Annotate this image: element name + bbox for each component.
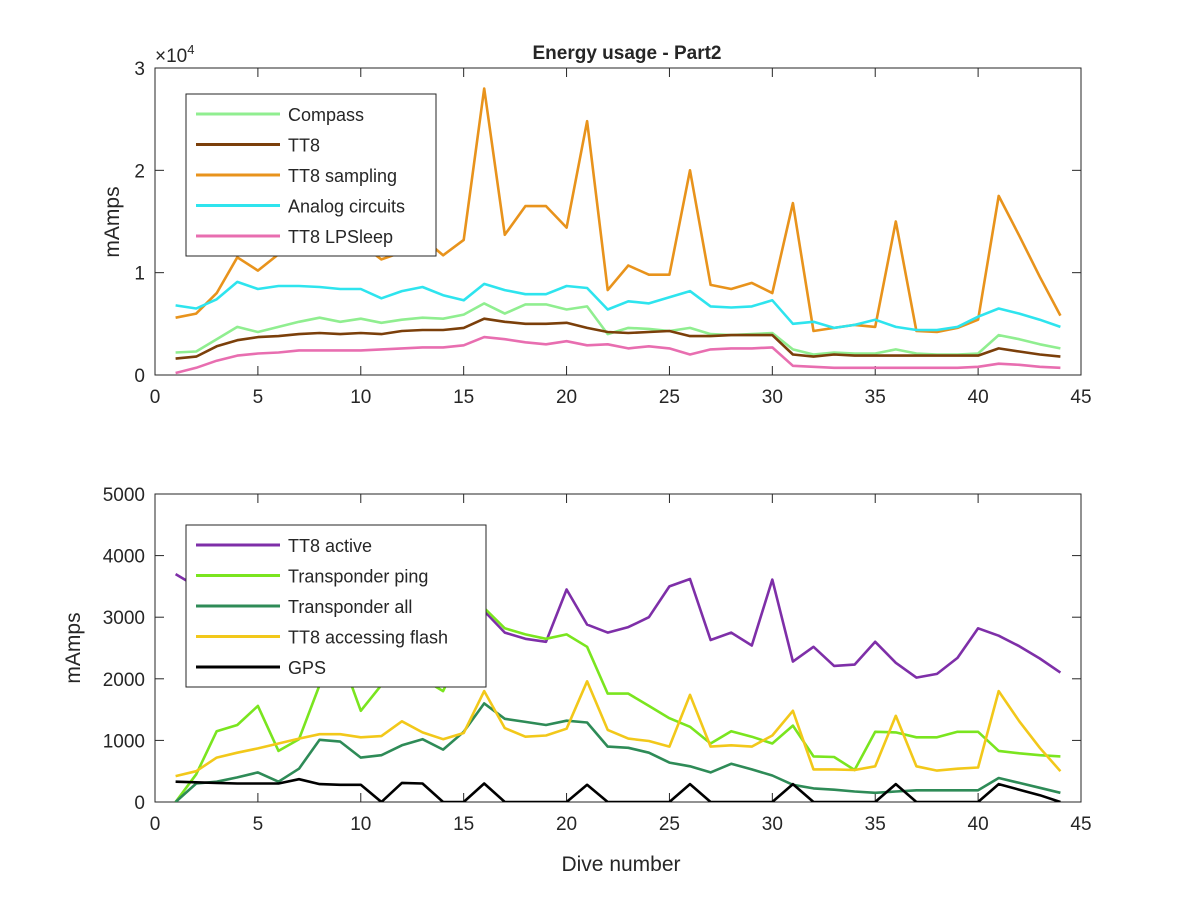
x-tick-label-top: 15	[453, 387, 474, 408]
figure-title: Energy usage - Part2	[532, 43, 721, 64]
x-tick-label-bottom: 20	[556, 814, 577, 835]
axes-box-top	[154, 67, 1082, 376]
y-tick-label-bottom: 4000	[103, 547, 145, 568]
y-axis-label-top: mAmps	[101, 186, 124, 257]
series-line-analog-circuits	[175, 280, 1061, 332]
x-tick-label-top: 30	[762, 387, 783, 408]
y-tick-label-bottom: 1000	[103, 731, 145, 752]
x-tick-label-top: 45	[1070, 387, 1091, 408]
x-tick-label-top: 40	[968, 387, 989, 408]
series-line-tt8-lpsleep	[175, 335, 1061, 375]
legend-label-compass: Compass	[288, 105, 364, 125]
x-tick-label-top: 10	[350, 387, 371, 408]
x-tick-label-bottom: 35	[865, 814, 886, 835]
legend-label-tt8-sampling: TT8 sampling	[288, 166, 397, 186]
x-tick-label-bottom: 10	[350, 814, 371, 835]
x-tick-label-top: 20	[556, 387, 577, 408]
chart-energy-top: ×104 mAmps 0 5 10 15 20 25 30 35 40 45 0 1 2 3 Compass…	[101, 42, 1092, 408]
series-line-gps	[175, 777, 1061, 802]
legend-label-tt8-lpsleep: TT8 LPSleep	[288, 227, 393, 247]
x-tick-label-top: 0	[150, 387, 161, 408]
y-tick-label-top: 3	[134, 59, 145, 80]
legend-label-transponder-ping: Transponder ping	[288, 567, 428, 587]
legend-top: Compass TT8 TT8 sampling Analog circuits TT8…	[185, 93, 437, 257]
legend-label-tt8-accessing-flash: TT8 accessing flash	[288, 628, 448, 648]
x-tick-label-top: 35	[865, 387, 886, 408]
x-tick-label-bottom: 40	[968, 814, 989, 835]
x-tick-label-bottom: 25	[659, 814, 680, 835]
legend-label-analog-circuits: Analog circuits	[288, 197, 405, 217]
y-exponent-label-top: ×104	[155, 42, 194, 67]
x-tick-label-top: 5	[253, 387, 264, 408]
legend-label-transponder-all: Transponder all	[288, 597, 412, 617]
series-line-tt8	[175, 317, 1061, 360]
y-axis-label-bottom: mAmps	[62, 612, 85, 683]
y-tick-label-bottom: 0	[134, 793, 145, 814]
x-tick-label-bottom: 0	[150, 814, 161, 835]
x-tick-label-bottom: 30	[762, 814, 783, 835]
legend-bottom: TT8 active Transponder ping Transponder al…	[185, 524, 487, 688]
series-line-transponder-all	[174, 702, 1061, 802]
chart-energy-bottom: mAmps Dive number 0 5 10 15 20 25 30 35 40 45 0 100…	[62, 485, 1092, 876]
x-tick-label-top: 25	[659, 387, 680, 408]
x-tick-label-bottom: 45	[1070, 814, 1091, 835]
legend-label-tt8-active: TT8 active	[288, 536, 372, 556]
y-tick-label-top: 2	[134, 161, 145, 182]
y-tick-label-bottom: 5000	[103, 485, 145, 506]
y-tick-label-top: 1	[134, 264, 145, 285]
series-line-compass	[175, 302, 1061, 356]
legend-label-tt8: TT8	[288, 136, 320, 156]
y-tick-label-bottom: 2000	[103, 670, 145, 691]
legend-label-gps: GPS	[288, 658, 326, 678]
x-tick-label-bottom: 15	[453, 814, 474, 835]
y-tick-label-top: 0	[134, 366, 145, 387]
x-tick-label-bottom: 5	[253, 814, 264, 835]
y-tick-label-bottom: 3000	[103, 608, 145, 629]
x-axis-label: Dive number	[561, 853, 680, 876]
series-line-tt8-accessing-flash	[175, 679, 1062, 778]
